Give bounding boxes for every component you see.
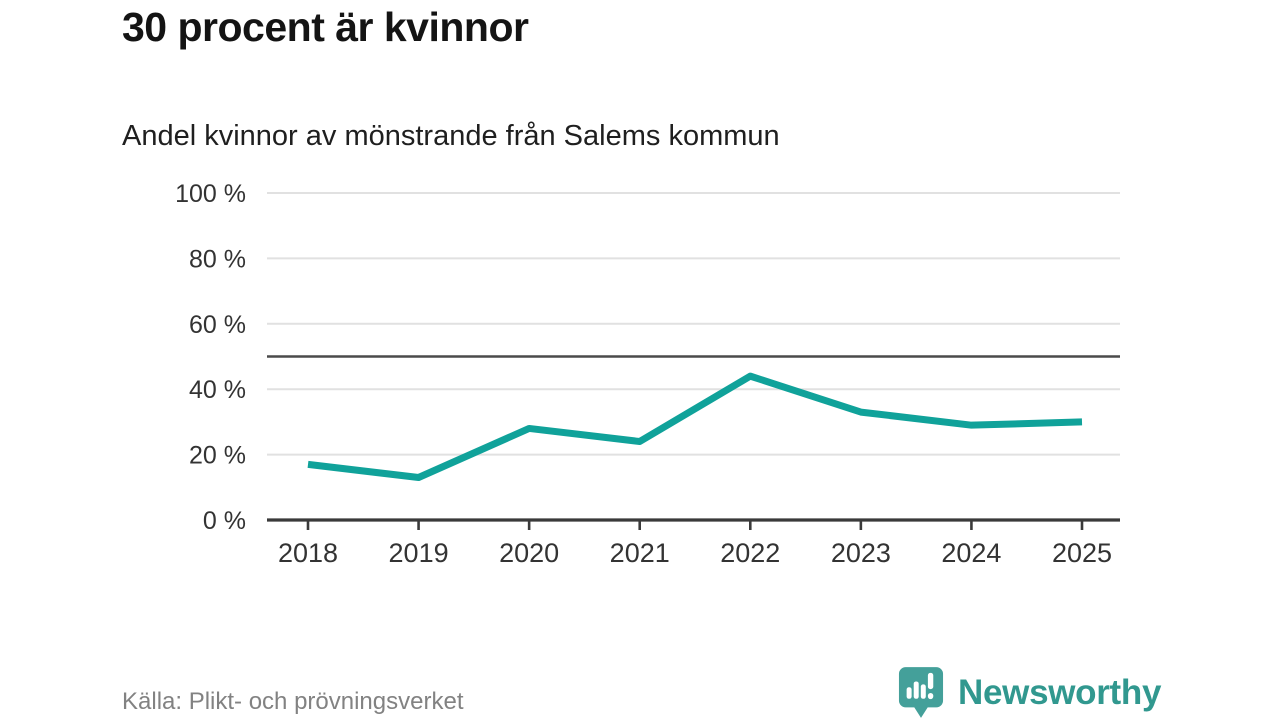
newsworthy-logo-icon [898,667,944,718]
y-axis-label: 0 % [203,507,246,535]
line-chart: 0 % 20 % 40 % 60 % 80 % 100 % 2018 2019 2020 2021… [175,180,1120,568]
x-axis-label: 2024 [941,538,1001,568]
x-axis-label: 2025 [1052,538,1112,568]
y-axis-label: 100 % [175,180,246,208]
x-axis-label: 2020 [499,538,559,568]
chart-title: 30 procent är kvinnor [122,4,529,50]
source-text: Källa: Plikt- och prövningsverket [122,688,464,715]
x-axis-label: 2022 [720,538,780,568]
y-axis-label: 60 % [189,311,246,339]
y-axis-label: 20 % [189,442,246,470]
newsworthy-logo: Newsworthy [898,666,1258,720]
x-axis-label: 2019 [389,538,449,568]
brand-name: Newsworthy [958,673,1162,712]
x-axis-label: 2021 [610,538,670,568]
chart-subtitle: Andel kvinnor av mönstrande från Salems … [122,120,780,152]
x-axis-label: 2018 [278,538,338,568]
y-axis-label: 40 % [189,376,246,404]
x-axis-label: 2023 [831,538,891,568]
y-axis-label: 80 % [189,245,246,273]
data-line [307,372,1083,481]
